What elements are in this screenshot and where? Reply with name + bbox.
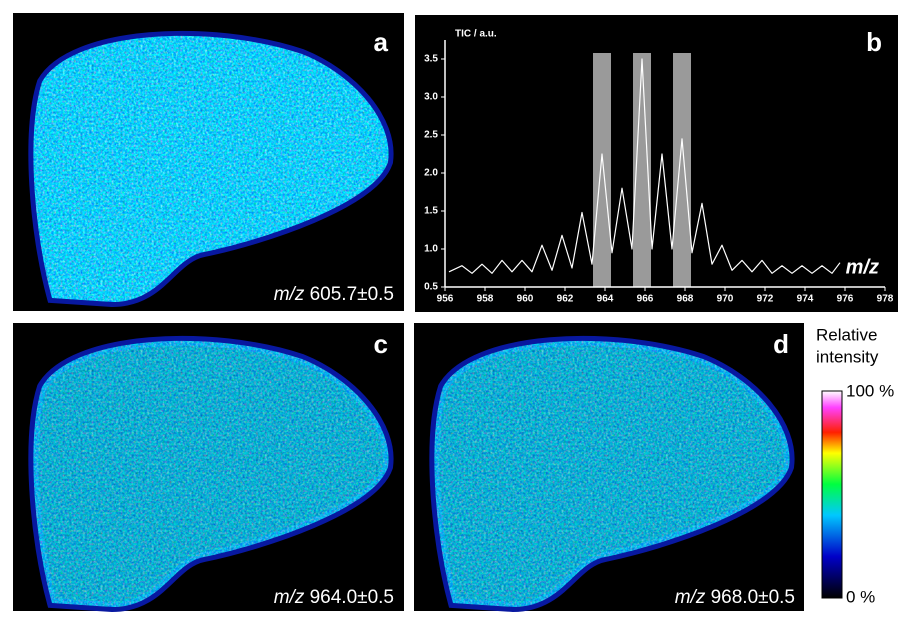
panel-a: a m/z 605.7±0.5 [11,11,406,313]
highlight-band [633,53,651,287]
y-tick-label: 2.0 [424,168,438,179]
panel-label: b [866,27,882,57]
colorbar: Relative intensity 100 % 0 % [816,325,894,606]
plot: 0.5 1.0 1.5 2.0 2.5 3.0 3.5 956 958 960 962 964 966 9… [424,29,894,305]
caption-value: 964.0±0.5 [310,587,394,608]
colorbar-gradient [821,390,843,599]
y-axis-title: TIC / a.u. [455,29,497,40]
y-tick-label: 1.5 [424,206,438,217]
y-tick-label: 3.5 [424,54,438,65]
caption: m/z 968.0±0.5 [675,587,795,608]
y-tick-label: 0.5 [424,282,438,293]
spectrum-line [448,58,841,274]
caption-value: 968.0±0.5 [711,587,795,608]
panel-label: d [773,329,789,359]
x-tick-label: 958 [477,294,494,305]
x-tick-label: 968 [677,294,694,305]
colorbar-min: 0 % [846,587,875,606]
colorbar-title: Relative [816,325,877,344]
x-axis-title: m/z [846,256,879,278]
x-tick-label: 962 [557,294,574,305]
x-tick-label: 966 [637,294,654,305]
caption-value: 605.7±0.5 [310,284,394,305]
caption-prefix: m/z [675,587,706,608]
panel-c: c m/z 964.0±0.5 [11,321,406,613]
panel-d: d m/z 968.0±0.5 [412,321,806,613]
highlight-band [673,53,691,287]
x-tick-label: 972 [757,294,774,305]
colorbar-title: intensity [816,347,879,366]
x-tick-label: 960 [517,294,534,305]
panel-b: b 0.5 1.0 1.5 2.0 2.5 3.0 3.5 956 958 960 962 964 96… [413,13,900,314]
caption: m/z 605.7±0.5 [274,284,394,305]
caption: m/z 964.0±0.5 [274,587,394,608]
panel-label: c [374,329,388,359]
panel-label: a [374,27,389,57]
caption-prefix: m/z [274,284,305,305]
x-tick-label: 956 [437,294,454,305]
x-tick-label: 974 [797,294,814,305]
x-tick-label: 964 [597,294,614,305]
highlight-band [593,53,611,287]
colorbar-max: 100 % [846,381,894,400]
x-tick-label: 970 [717,294,734,305]
y-tick-label: 1.0 [424,244,438,255]
x-tick-label: 978 [877,294,894,305]
y-tick-label: 2.5 [424,130,438,141]
caption-prefix: m/z [274,587,305,608]
y-tick-label: 3.0 [424,92,438,103]
x-tick-label: 976 [837,294,854,305]
